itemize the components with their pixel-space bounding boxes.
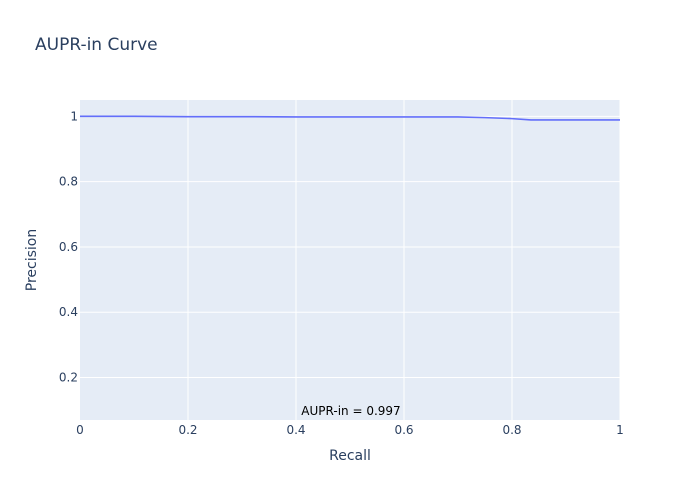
x-tick-label: 0.8 [502, 423, 521, 437]
x-axis-label: Recall [329, 448, 371, 464]
y-tick-label: 1 [70, 109, 78, 123]
aupr-annotation: AUPR-in = 0.997 [301, 404, 400, 418]
tick-labels: 0 0.2 0.4 0.6 0.8 1 0.2 0.4 0.6 0.8 1 [59, 109, 624, 437]
x-tick-label: 1 [616, 423, 624, 437]
plot-area [80, 100, 620, 420]
x-tick-label: 0.4 [286, 423, 305, 437]
grid-lines [80, 100, 621, 420]
chart-title: AUPR-in Curve [35, 35, 158, 55]
y-tick-label: 0.4 [59, 305, 78, 319]
y-tick-label: 0.2 [59, 371, 78, 385]
series-layer [80, 115, 620, 121]
y-axis-label: Precision [24, 229, 40, 291]
x-tick-label: 0.2 [178, 423, 197, 437]
x-tick-label: 0.6 [394, 423, 413, 437]
y-tick-label: 0.8 [59, 175, 78, 189]
pr-curve-line [80, 115, 620, 121]
y-tick-label: 0.6 [59, 240, 78, 254]
x-tick-label: 0 [76, 423, 84, 437]
